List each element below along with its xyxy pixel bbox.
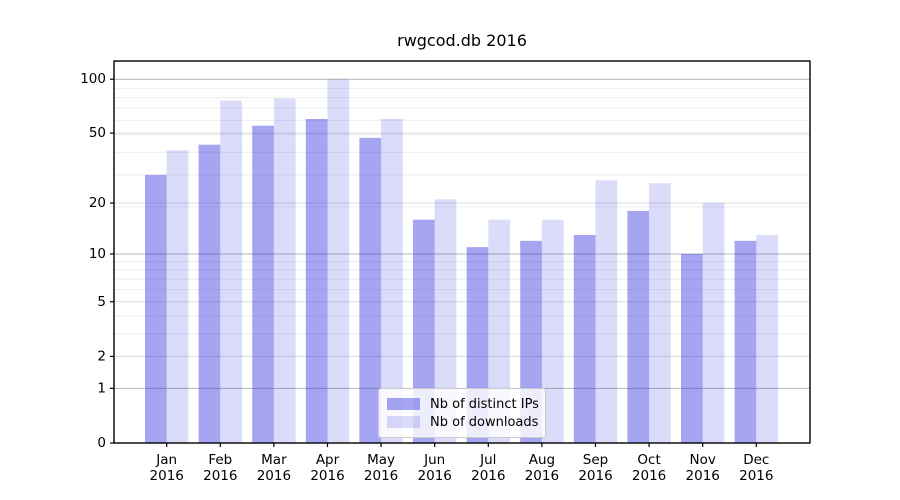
x-tick-label-year: 2016 [310, 468, 344, 484]
legend: Nb of distinct IPs Nb of downloads [378, 388, 546, 438]
y-tick-label: 100 [80, 71, 106, 87]
bar-ips-nov [681, 253, 703, 443]
legend-swatch-distinct-ips [387, 398, 420, 410]
bar-downloads-oct [649, 183, 671, 444]
x-tick-label-year: 2016 [739, 468, 773, 484]
x-tick-label-month: Aug [529, 452, 555, 468]
x-tick-label-year: 2016 [578, 468, 612, 484]
x-tick-label-year: 2016 [364, 468, 398, 484]
bar-ips-feb [198, 144, 221, 444]
bar-ips-jun [413, 219, 435, 443]
x-tick-label-month: Jan [155, 452, 177, 468]
bar-downloads-jan [166, 150, 189, 443]
y-tick-label: 20 [89, 195, 106, 211]
bar-downloads-feb [220, 100, 242, 444]
y-tick-label: 1 [97, 380, 106, 396]
x-tick-label-year: 2016 [150, 468, 184, 484]
y-tick-label: 0 [97, 435, 106, 451]
bar-downloads-dec [756, 234, 778, 443]
x-tick-label-month: Jun [423, 452, 445, 468]
x-tick-label-year: 2016 [686, 468, 720, 484]
x-tick-label-month: Nov [690, 452, 716, 468]
bar-downloads-nov [702, 203, 725, 443]
legend-entry-distinct-ips: Nb of distinct IPs [387, 396, 539, 412]
bar-ips-dec [734, 240, 757, 443]
legend-swatch-downloads [387, 416, 420, 428]
bar-ips-jan [145, 174, 167, 443]
legend-label-distinct-ips: Nb of distinct IPs [430, 396, 539, 412]
x-tick-label-month: Feb [208, 452, 232, 468]
legend-label-downloads: Nb of downloads [430, 414, 539, 430]
x-tick-label-year: 2016 [257, 468, 291, 484]
bar-ips-may [359, 137, 382, 443]
x-tick-label-year: 2016 [203, 468, 237, 484]
chart-title: rwgcod.db 2016 [397, 31, 527, 50]
x-tick-label-month: Oct [637, 452, 660, 468]
y-tick-label: 10 [89, 246, 106, 262]
x-tick-label-month: Apr [316, 452, 340, 468]
x-tick-label-month: Sep [583, 452, 608, 468]
y-tick-label: 2 [97, 348, 106, 364]
x-tick-label-month: Dec [743, 452, 769, 468]
bar-ips-mar [252, 125, 274, 444]
x-tick-label-month: May [367, 452, 395, 468]
x-tick-label-year: 2016 [418, 468, 452, 484]
y-tick-label: 5 [97, 294, 106, 310]
bar-ips-sep [573, 234, 596, 443]
x-tick-label-month: Jul [479, 452, 496, 468]
x-tick-label-year: 2016 [632, 468, 666, 484]
y-tick-label: 50 [89, 125, 106, 141]
legend-entry-downloads: Nb of downloads [387, 414, 539, 430]
bar-downloads-apr [327, 79, 350, 443]
x-tick-label-year: 2016 [525, 468, 559, 484]
bar-ips-apr [305, 118, 328, 443]
bar-downloads-jun [434, 199, 457, 443]
x-tick-label-month: Mar [261, 452, 287, 468]
bar-downloads-jul [488, 219, 510, 443]
bar-downloads-may [381, 118, 403, 443]
bar-downloads-mar [273, 98, 296, 443]
x-tick-label-year: 2016 [471, 468, 505, 484]
bar-downloads-aug [541, 219, 564, 443]
bar-ips-oct [627, 210, 650, 443]
bar-downloads-sep [595, 180, 618, 443]
axes-frame [113, 60, 811, 444]
